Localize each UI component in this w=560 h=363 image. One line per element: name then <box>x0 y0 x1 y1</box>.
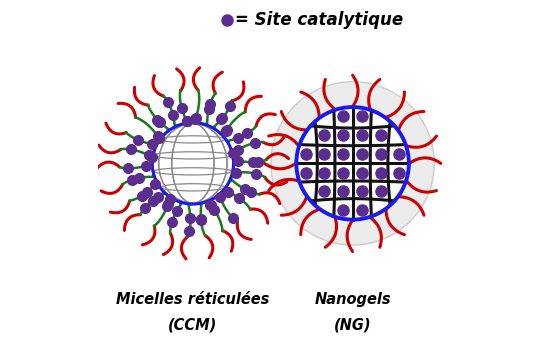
Circle shape <box>153 123 233 203</box>
Text: (CCM): (CCM) <box>168 317 217 333</box>
Circle shape <box>296 107 409 220</box>
Text: (NG): (NG) <box>334 317 371 333</box>
Text: = Site catalytique: = Site catalytique <box>235 11 403 29</box>
Text: Nanogels: Nanogels <box>314 292 391 307</box>
Text: Micelles réticulées: Micelles réticulées <box>116 292 269 307</box>
Circle shape <box>271 82 434 245</box>
